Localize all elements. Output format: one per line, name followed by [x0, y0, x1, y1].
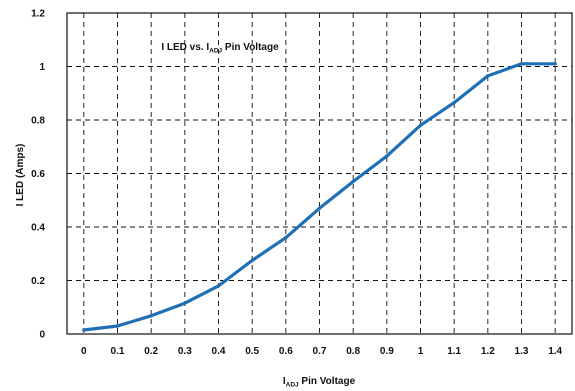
- data-point: [452, 101, 456, 105]
- x-tick-label: 1: [418, 346, 424, 357]
- data-point: [82, 328, 86, 332]
- y-tick-label: 0.8: [31, 116, 45, 127]
- x-tick-label: 1.4: [548, 346, 562, 357]
- data-point: [519, 62, 524, 66]
- data-point: [149, 314, 153, 318]
- x-tick-label: 0: [81, 346, 87, 357]
- data-point: [250, 258, 254, 263]
- data-point: [486, 74, 490, 78]
- y-tick-label: 1: [39, 62, 45, 73]
- data-point: [115, 324, 120, 328]
- y-tick-label: 0.2: [31, 276, 45, 287]
- y-tick-label: 0.6: [31, 169, 45, 180]
- data-point: [284, 236, 288, 240]
- data-point: [183, 301, 187, 305]
- x-tick-label: 0.3: [178, 346, 192, 357]
- x-axis-label: IADJ Pin Voltage: [283, 376, 356, 389]
- y-tick-label: 0: [39, 330, 45, 341]
- x-tick-label: 0.6: [279, 346, 293, 357]
- y-tick-label: 1.2: [31, 9, 45, 20]
- y-axis-label: I LED (Amps): [15, 144, 26, 207]
- x-tick-label: 0.5: [245, 346, 259, 357]
- x-tick-label: 0.4: [212, 346, 226, 357]
- data-point: [317, 206, 322, 210]
- data-point: [418, 123, 423, 127]
- grid: [67, 12, 572, 335]
- x-tick-label: 0.7: [313, 346, 327, 357]
- x-tick-label: 1.1: [447, 346, 461, 357]
- y-tick-labels: 0 0.2 0.4 0.6 0.8 1 1.2: [31, 9, 45, 341]
- y-tick-label: 0.4: [31, 223, 45, 234]
- data-point: [385, 154, 389, 158]
- data-point: [351, 179, 355, 184]
- x-tick-label: 0.1: [111, 346, 125, 357]
- x-tick-label: 0.9: [380, 346, 394, 357]
- x-tick-label: 0.2: [144, 346, 158, 357]
- data-point: [216, 284, 221, 288]
- series-layer: [82, 62, 557, 332]
- x-tick-labels: 0 0.1 0.2 0.3 0.4 0.5 0.6 0.7 0.8 0.9 1 1.1 1.2 1.3 1.…: [81, 346, 563, 357]
- plot-frame: [66, 12, 573, 335]
- data-point: [553, 62, 557, 66]
- x-tick-label: 1.2: [481, 346, 495, 357]
- x-tick-label: 1.3: [515, 346, 529, 357]
- x-tick-label: 0.8: [346, 346, 360, 357]
- chart-title: I LED vs. IADJ Pin Voltage: [161, 42, 279, 55]
